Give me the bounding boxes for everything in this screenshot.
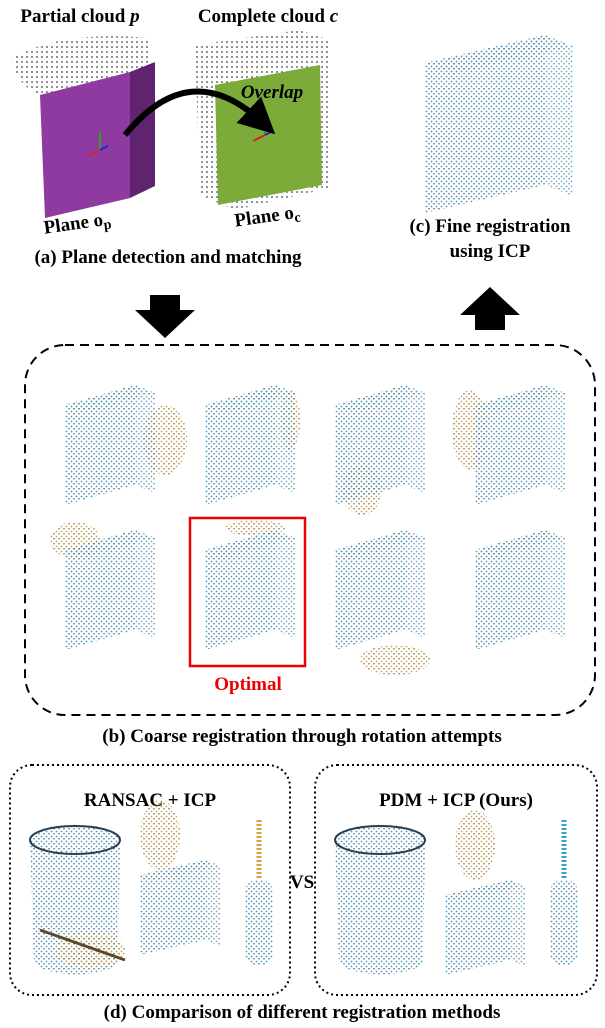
page: Partial cloud p Complete cloud c Overlap… [0, 0, 605, 1028]
pdm-title: PDM + ICP (Ours) [379, 790, 533, 811]
orange-cloud [55, 932, 125, 968]
cloud-side [545, 385, 565, 493]
cylinder-cloud [335, 824, 425, 974]
optimal-label: Optimal [214, 674, 282, 695]
title-text: Complete cloud [198, 6, 326, 27]
cloud-side [275, 530, 295, 638]
cloud-side [405, 530, 425, 638]
cloud-side [510, 880, 525, 966]
caption-d: (d) Comparison of different registration… [104, 1002, 501, 1023]
cloud-side [135, 385, 155, 493]
orange-cloud [360, 645, 430, 675]
partial-title: Partial cloud p [20, 6, 139, 27]
plane-p-side [130, 62, 155, 198]
title-text: Partial cloud [20, 6, 125, 27]
up-arrow [460, 287, 520, 330]
overlap-label: Overlap [241, 82, 303, 103]
handle-cloud [245, 880, 273, 965]
title-symbol: c [330, 6, 339, 27]
orange-cloud [455, 810, 495, 880]
cloud-side [135, 530, 155, 638]
cloud-side [275, 385, 295, 493]
caption-b: (b) Coarse registration through rotation… [102, 726, 502, 747]
caption-c-line: using ICP [450, 241, 531, 262]
caption-c-line: (c) Fine registration [409, 216, 571, 237]
cloud-side [545, 530, 565, 638]
plane-p [40, 72, 130, 218]
caption-a: (a) Plane detection and matching [34, 247, 302, 268]
cloud-side [405, 385, 425, 493]
label-subscript: p [103, 217, 113, 233]
handle-cloud [550, 880, 578, 965]
vs-label: VS [290, 872, 314, 893]
figure: Partial cloud p Complete cloud c Overlap… [0, 0, 605, 1028]
cloud-side [205, 860, 220, 946]
complete-title: Complete cloud c [198, 6, 339, 27]
down-arrow [135, 295, 195, 338]
orange-cloud [140, 800, 180, 870]
cloud-side [545, 35, 573, 196]
label-subscript: c [293, 210, 301, 226]
title-symbol: p [128, 6, 140, 27]
